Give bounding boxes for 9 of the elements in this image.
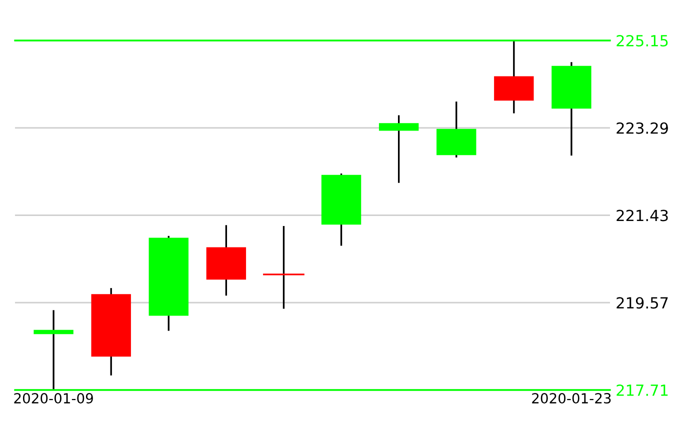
x-tick-label: 2020-01-09 — [14, 393, 93, 404]
y-tick-label: 217.71 — [616, 384, 668, 396]
candlestick — [263, 225, 304, 310]
candlestick — [378, 114, 419, 184]
y-tick-label: 221.43 — [616, 210, 668, 222]
x-tick-label: 2020-01-23 — [532, 393, 611, 404]
y-tick-label: 223.29 — [616, 122, 668, 134]
y-tick-label: 225.15 — [616, 34, 668, 47]
y-tick-label: 219.57 — [616, 297, 668, 309]
